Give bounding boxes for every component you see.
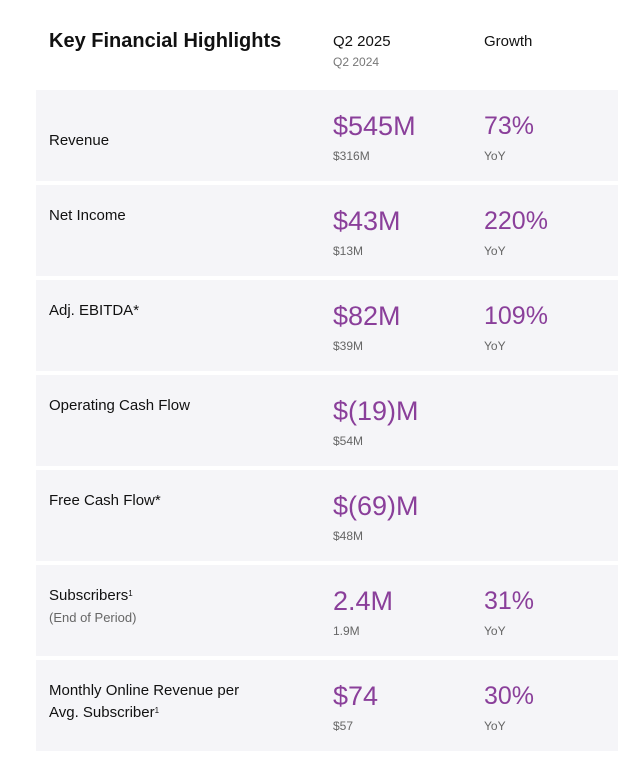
growth-value: 73% <box>484 112 535 140</box>
row-label: Free Cash Flow* <box>49 492 161 509</box>
current-value: $545M <box>333 111 416 141</box>
current-value: $43M <box>333 206 401 236</box>
growth-value: 31% <box>484 587 535 615</box>
current-value: $82M <box>333 301 401 331</box>
row-label: Adj. EBITDA* <box>49 302 140 319</box>
prior-value: $54M <box>333 434 364 448</box>
table-row: Net Income $43M $13M 220% YoY <box>36 185 618 276</box>
table-header: Key Financial Highlights Q2 2025 Q2 2024… <box>0 0 632 88</box>
prior-period-header: Q2 2024 <box>333 55 380 69</box>
growth-unit: YoY <box>484 149 506 163</box>
prior-value: $13M <box>333 244 364 258</box>
growth-header: Growth <box>484 33 533 50</box>
table-row: Monthly Online Revenue per Avg. Subscrib… <box>36 660 618 751</box>
current-value: $74 <box>333 681 379 711</box>
row-sublabel: (End of Period) <box>49 610 137 625</box>
prior-value: $39M <box>333 339 364 353</box>
table-row: Revenue $545M $316M 73% YoY <box>36 90 618 181</box>
growth-value: 109% <box>484 302 548 330</box>
row-label: Monthly Online Revenue per Avg. Subscrib… <box>49 682 240 721</box>
growth-unit: YoY <box>484 244 506 258</box>
growth-value: 220% <box>484 207 548 235</box>
prior-value: 1.9M <box>333 624 360 638</box>
growth-unit: YoY <box>484 719 506 733</box>
table-row: Subscribers1 (End of Period) 2.4M 1.9M 3… <box>36 565 618 656</box>
row-label: Operating Cash Flow <box>49 397 190 414</box>
current-value: $(69)M <box>333 491 419 521</box>
prior-value: $316M <box>333 149 370 163</box>
prior-value: $57 <box>333 719 354 733</box>
table-row: Free Cash Flow* $(69)M $48M <box>36 470 618 561</box>
page-title: Key Financial Highlights <box>49 30 282 52</box>
row-label: Subscribers1 (End of Period) <box>49 585 136 629</box>
current-value: $(19)M <box>333 396 419 426</box>
row-label: Net Income <box>49 207 126 224</box>
growth-value: 30% <box>484 682 535 710</box>
footnote-marker: 1 <box>128 589 133 598</box>
growth-unit: YoY <box>484 624 506 638</box>
current-value: 2.4M <box>333 586 394 616</box>
highlights-table: Revenue $545M $316M 73% YoY Net Income $… <box>36 90 618 755</box>
table-row: Operating Cash Flow $(19)M $54M <box>36 375 618 466</box>
prior-value: $48M <box>333 529 364 543</box>
current-period-header: Q2 2025 <box>333 33 391 50</box>
footnote-marker: 1 <box>154 706 160 715</box>
row-label: Revenue <box>49 132 110 149</box>
growth-unit: YoY <box>484 339 506 353</box>
table-row: Adj. EBITDA* $82M $39M 109% YoY <box>36 280 618 371</box>
